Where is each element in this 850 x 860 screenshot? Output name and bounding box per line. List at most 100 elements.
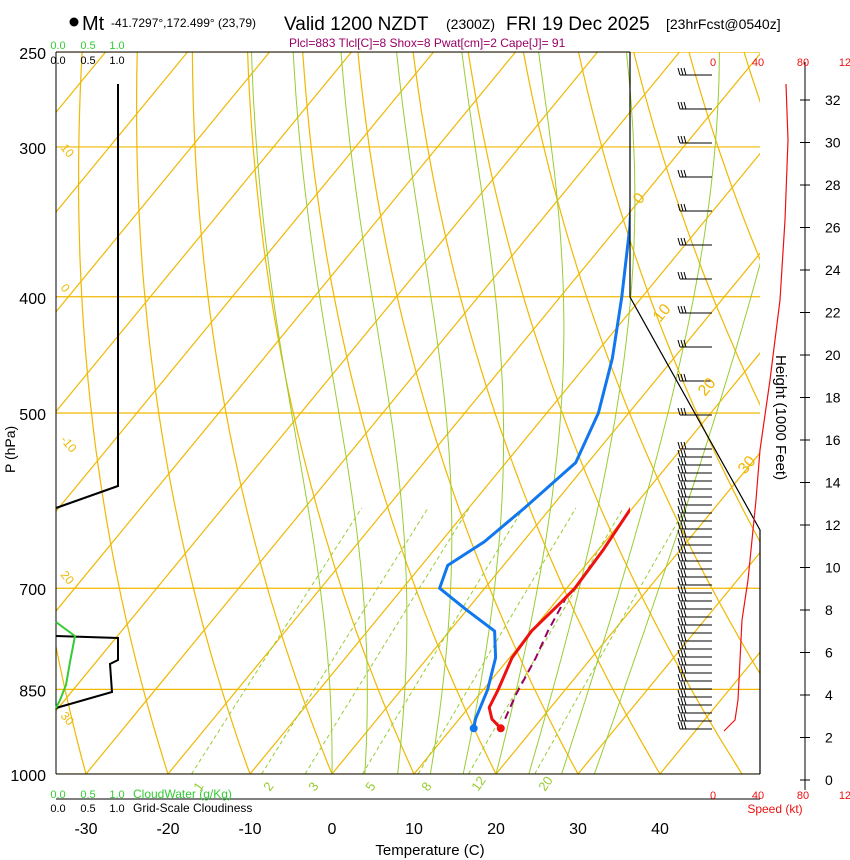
title-station: Mt [82, 13, 105, 35]
height-tick-label: 20 [825, 347, 841, 363]
mixing-ratio-label: 12 [468, 773, 489, 793]
wind-barb-flag [680, 721, 684, 730]
wind-barb-flag [677, 505, 681, 514]
isotherm-line [85, 52, 681, 774]
wind-barb-flag [677, 449, 681, 458]
moist-adiabat-line [593, 262, 760, 774]
wind-barb-flag [680, 665, 684, 674]
wind-barb-flag [683, 465, 687, 474]
mixing-ratio-line [534, 507, 687, 774]
wind-barb-flag [677, 407, 681, 416]
height-tick-label: 6 [825, 645, 833, 661]
wind-barb-flag [677, 641, 681, 650]
wind-barb-flag [683, 713, 687, 722]
height-tick-label: 8 [825, 602, 833, 618]
wind-barb-flag [680, 135, 684, 144]
wind-barb-flag [683, 407, 687, 416]
wind-barb-flag [683, 641, 687, 650]
wind-barb-flag [677, 489, 681, 498]
cloudiness-bottom-tick-label: 1.0 [109, 803, 124, 815]
wind-barb-flag [680, 609, 684, 618]
speed-axis-label: Speed (kt) [747, 802, 802, 816]
wind-barb-flag [677, 481, 681, 490]
wind-barb-flag [680, 601, 684, 610]
title-valid: Valid 1200 NZDT [284, 14, 429, 35]
moist-adiabat-line [396, 52, 453, 774]
wind-barb-flag [677, 577, 681, 586]
speed-bottom-tick-label: 40 [752, 790, 764, 802]
height-tick-label: 26 [825, 220, 841, 236]
speed-bottom-tick-label: 80 [797, 790, 809, 802]
wind-barb-flag [683, 681, 687, 690]
dry-adiabat-line [191, 52, 333, 774]
wind-barb-flag [680, 237, 684, 246]
isotherm-line [249, 152, 760, 774]
cloudwater-top-tick-label: 1.0 [109, 40, 124, 52]
surface-dewpoint-point [469, 724, 478, 733]
isotherm-line [56, 52, 353, 413]
wind-barb-flag [677, 665, 681, 674]
wind-barb-flag [677, 441, 681, 450]
wind-barb-flag [677, 521, 681, 530]
wind-barb-flag [677, 673, 681, 682]
height-tick-label: 4 [825, 687, 833, 703]
wind-barb-flag [680, 513, 684, 522]
pressure-tick-label: 250 [19, 46, 46, 63]
wind-barb-flag [677, 169, 681, 178]
dry-adiabat-line [357, 52, 579, 774]
pressure-tick-label: 300 [19, 141, 46, 158]
wind-barb-flag [683, 521, 687, 530]
isotherm-line [167, 52, 760, 774]
cloudiness-bottom-tick-label: 0.5 [80, 803, 95, 815]
wind-barb-flag [680, 697, 684, 706]
wind-barb-flag [680, 545, 684, 554]
wind-barb-flag [683, 537, 687, 546]
wind-barb-flag [683, 609, 687, 618]
wind-barb-flag [680, 473, 684, 482]
wind-barb-flag [677, 305, 681, 314]
wind-barb-flag [680, 449, 684, 458]
cloudwater-bottom-tick-label: 1.0 [109, 789, 124, 801]
height-tick-label: 24 [825, 262, 841, 278]
dry-adiabat-label: -10 [58, 433, 80, 456]
wind-barb-flag [677, 271, 681, 280]
dry-adiabat-line [412, 52, 661, 774]
wind-barb-flag [680, 633, 684, 642]
speed-top-tick-label: 40 [752, 57, 764, 69]
temperature-tick-label: 0 [328, 821, 337, 838]
wind-barb-flag [680, 505, 684, 514]
wind-barb-flag [683, 529, 687, 538]
dry-adiabat-line [467, 52, 743, 774]
wind-barb-flag [677, 585, 681, 594]
title-subtitle: Plcl=883 Tlcl[C]=8 Shox=8 Pwat[cm]=2 Cap… [289, 36, 566, 50]
wind-barb-flag [677, 457, 681, 466]
title-forecast: [23hrFcst@0540z] [666, 16, 781, 32]
wind-barb-flag [680, 641, 684, 650]
wind-barb-flag [683, 673, 687, 682]
wind-barb-flag [680, 497, 684, 506]
y-axis-label: P (hPa) [2, 426, 18, 473]
mixing-ratio-label: 2 [260, 779, 276, 794]
dry-adiabat-label: 20 [58, 568, 78, 587]
pressure-tick-label: 850 [19, 683, 46, 700]
wind-barb-flag [680, 481, 684, 490]
station-dot-icon [69, 17, 79, 27]
wind-barb-flag [677, 101, 681, 110]
mixing-ratio-label: 8 [418, 779, 434, 794]
dry-adiabat-line [136, 52, 251, 774]
wind-barb-flag [680, 441, 684, 450]
wind-barb-flag [680, 101, 684, 110]
wind-barb-flag [683, 203, 687, 212]
mixing-ratio-label: 20 [535, 773, 556, 793]
height-tick-label: 14 [825, 475, 841, 491]
wind-barb-flag [677, 649, 681, 658]
wind-barb-flag [680, 577, 684, 586]
speed-top-tick-label: 80 [797, 57, 809, 69]
pressure-tick-label: 1000 [10, 768, 46, 785]
wind-barb-flag [683, 585, 687, 594]
title-coords: -41.7297°,172.499° (23,79) [111, 16, 256, 30]
cloudiness-axis-label: Grid-Scale Cloudiness [133, 801, 252, 815]
wind-barb-flag [683, 373, 687, 382]
wind-barb-flag [677, 537, 681, 546]
moist-adiabat-line [292, 52, 368, 774]
